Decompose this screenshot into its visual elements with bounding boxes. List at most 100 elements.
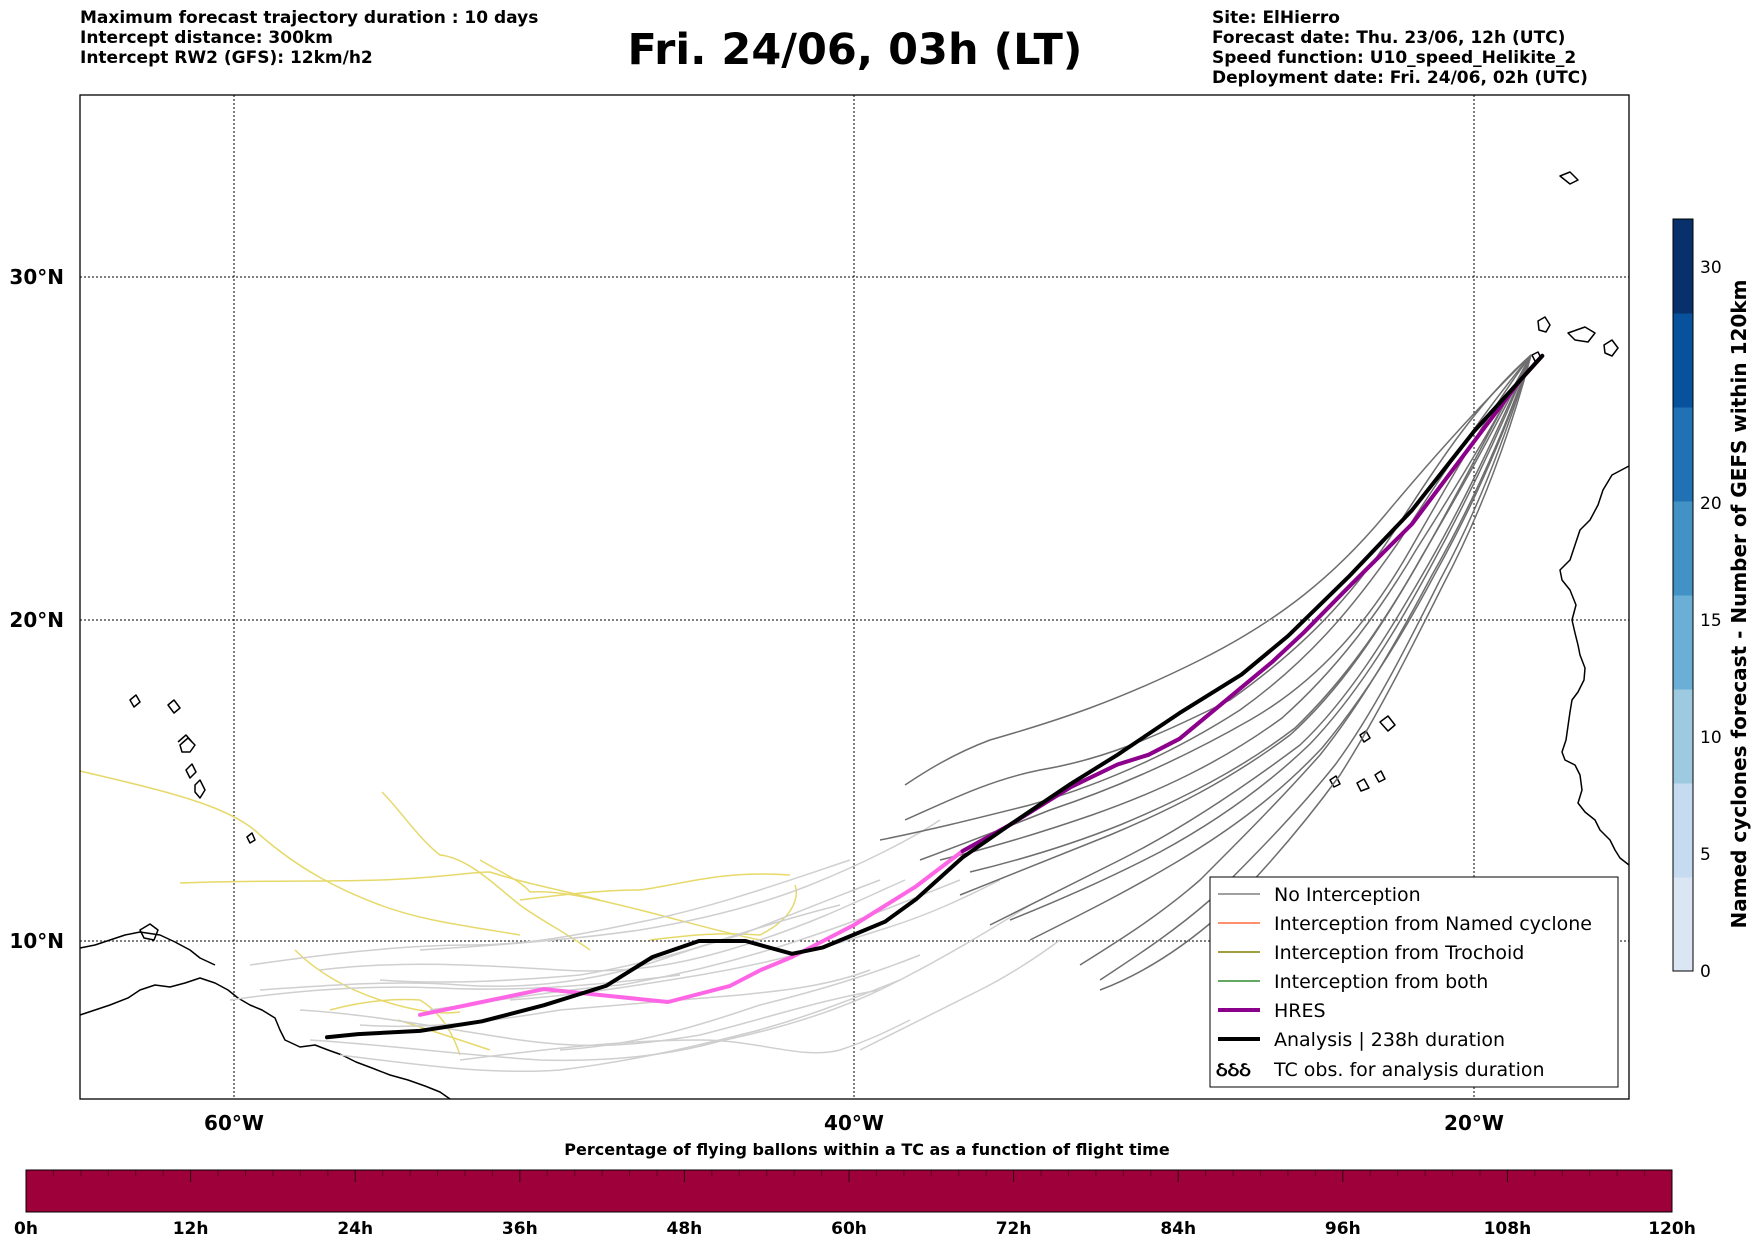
- ensemble-track-light-4: [309, 979, 901, 1062]
- ensemble-track-light-6: [319, 879, 906, 972]
- ensemble-track-light-1: [249, 859, 851, 966]
- cyclone-colorbar-segments: [1673, 219, 1693, 972]
- island-martinique: [194, 779, 206, 799]
- legend-box: [1209, 876, 1619, 1088]
- flight-time-colorbar: Percentage of flying ballons within a TC…: [14, 1140, 1696, 1239]
- ensemble-track-dark-11: [939, 354, 1532, 861]
- cyclone-colorbar-tick-20: 20: [1700, 494, 1722, 514]
- ensemble-track-dark-1: [904, 354, 1532, 821]
- ensemble-track-light-11: [379, 879, 881, 983]
- map-plot: [79, 94, 1630, 1100]
- analysis-trajectory: [325, 353, 1545, 1040]
- ensemble-track-light-3: [299, 989, 881, 1047]
- flight-time-colorbar-tick-label: 60h: [831, 1219, 867, 1239]
- island-guadeloupe: [179, 737, 196, 753]
- flight-time-colorbar-tick-label: 96h: [1325, 1219, 1361, 1239]
- legend-label-analysis: Analysis | 238h duration: [1274, 1029, 1505, 1051]
- cyclone-track-4: [479, 859, 761, 941]
- header-left: Maximum forecast trajectory duration : 1…: [80, 8, 538, 68]
- ensemble-track-dark-7: [1099, 354, 1532, 991]
- cyclone-track-1: [79, 770, 521, 936]
- ensemble-track-dark-9: [904, 354, 1532, 786]
- ensemble-track-dark-8: [879, 354, 1532, 841]
- cyclone-trajectories: [79, 770, 797, 1056]
- coast-west-africa: [1559, 465, 1630, 866]
- ensemble-track-dark-5: [1079, 354, 1532, 966]
- header-deployment-date: Deployment date: Fri. 24/06, 02h (UTC): [1212, 68, 1588, 88]
- map-legend: No Interception Interception from Named …: [1209, 876, 1619, 1088]
- header-site: Site: ElHierro: [1212, 8, 1340, 28]
- cyclone-colorbar-segment: [1673, 407, 1693, 502]
- ensemble-track-light-9: [459, 1019, 911, 1061]
- island-madeira: [1559, 171, 1579, 185]
- cyclone-colorbar-segment: [1673, 877, 1693, 972]
- cyclone-colorbar-segment: [1673, 595, 1693, 690]
- header-max-duration: Maximum forecast trajectory duration : 1…: [80, 8, 539, 28]
- cyclone-colorbar-tick-0: 0: [1700, 962, 1711, 982]
- cyclone-track-2: [179, 871, 601, 901]
- cyclone-track-7: [649, 884, 797, 941]
- ensemble-track-light-10: [509, 879, 1001, 1001]
- ensemble-track-dark-3: [959, 354, 1532, 896]
- ensemble-track-dark-2: [919, 354, 1532, 861]
- cyclone-colorbar-label: Named cyclones forecast - Number of GEFS…: [1727, 280, 1751, 929]
- lat-label-10n: 10°N: [9, 929, 64, 953]
- legend-tc-symbol-icon: ઠઠઠ: [1216, 1057, 1251, 1081]
- map-frame: [79, 94, 1630, 1100]
- coastlines: [79, 171, 1630, 1100]
- legend-label-no-interception: No Interception: [1274, 884, 1421, 906]
- lon-label-40w: 40°W: [824, 1111, 884, 1135]
- cyclone-track-3: [381, 791, 591, 951]
- legend-label-tc-obs: TC obs. for analysis duration: [1273, 1059, 1545, 1081]
- cyclone-colorbar-segment: [1673, 313, 1693, 408]
- lat-label-30n: 30°N: [9, 265, 64, 289]
- ensemble-track-dark-6: [1099, 354, 1532, 981]
- flight-time-colorbar-tick-label: 24h: [337, 1219, 373, 1239]
- cyclone-colorbar-segment: [1673, 783, 1693, 878]
- flight-time-colorbar-tick-label: 72h: [996, 1219, 1032, 1239]
- ensemble-track-dark-10: [969, 354, 1532, 873]
- cyclone-colorbar-segment: [1673, 689, 1693, 784]
- legend-label-hres: HRES: [1274, 1000, 1326, 1022]
- ensemble-track-light-16: [559, 954, 921, 1051]
- cyclone-colorbar-tick-5: 5: [1700, 845, 1711, 865]
- cyclone-colorbar-tick-15: 15: [1700, 611, 1722, 631]
- lon-label-20w: 20°W: [1444, 1111, 1504, 1135]
- flight-time-colorbar-title: Percentage of flying ballons within a TC…: [564, 1140, 1170, 1159]
- legend-label-both: Interception from both: [1274, 971, 1488, 993]
- hres-trajectory-segment: [960, 353, 1545, 854]
- flight-time-colorbar-tick-label: 84h: [1160, 1219, 1196, 1239]
- flight-time-colorbar-tick-label: 108h: [1484, 1219, 1532, 1239]
- flight-time-colorbar-tick-label: 36h: [502, 1219, 538, 1239]
- legend-label-trochoid: Interception from Trochoid: [1274, 942, 1524, 964]
- flight-time-colorbar-tick-label: 12h: [173, 1219, 209, 1239]
- cyclone-colorbar-tick-10: 10: [1700, 728, 1722, 748]
- island-cape-verde-2: [1379, 715, 1396, 732]
- cyclone-colorbar-frame: [1672, 218, 1694, 972]
- cyclone-colorbar-segment: [1673, 501, 1693, 596]
- flight-time-colorbar-labels: 0h 12h 24h 36h 48h 60h 72h 84h 96h 108h 120h: [14, 1219, 1696, 1239]
- ensemble-track-dark-4: [989, 354, 1532, 926]
- ensemble-track-light-12: [699, 904, 1031, 1046]
- header-intercept-distance: Intercept distance: 300km: [80, 28, 333, 48]
- island-cape-verde-1: [1359, 730, 1371, 743]
- legend-label-named-cyclone: Interception from Named cyclone: [1274, 913, 1592, 935]
- lat-label-20n: 20°N: [9, 608, 64, 632]
- island-barbados: [246, 832, 256, 844]
- island-canary-1: [1537, 316, 1551, 333]
- island-cape-verde-4: [1356, 778, 1370, 792]
- cyclone-colorbar-tick-30: 30: [1700, 258, 1722, 278]
- cyclone-track-8: [519, 873, 791, 901]
- header-speed-function: Speed function: U10_speed_Helikite_2: [1212, 48, 1577, 68]
- flight-time-colorbar-tick-label: 48h: [667, 1219, 703, 1239]
- ensemble-track-dark-13: [1009, 354, 1532, 921]
- flight-time-colorbar-tick-label: 120h: [1648, 1219, 1696, 1239]
- header-forecast-date: Forecast date: Thu. 23/06, 12h (UTC): [1212, 28, 1566, 48]
- ensemble-track-light-13: [419, 819, 941, 951]
- ensemble-track-light-8: [429, 879, 961, 1011]
- map-axis-labels: 60°W 40°W 20°W 30°N 20°N 10°N: [9, 265, 1504, 1135]
- cyclone-track-9: [397, 1019, 491, 1051]
- header-right: Site: ElHierro Forecast date: Thu. 23/06…: [1212, 8, 1588, 88]
- island-antigua: [167, 699, 181, 714]
- island-leeward-1: [129, 694, 141, 708]
